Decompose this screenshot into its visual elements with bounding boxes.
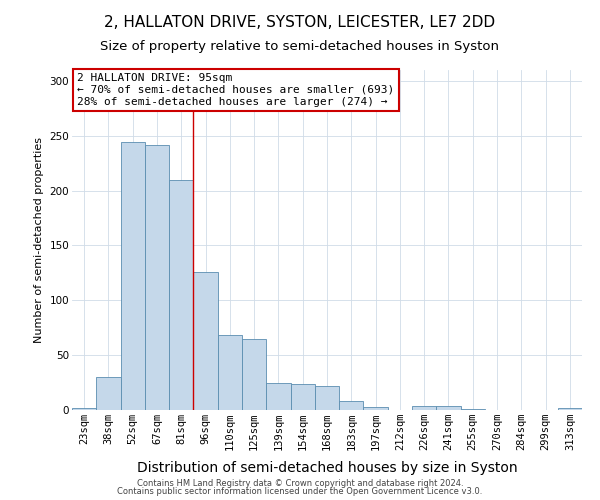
- Text: 2 HALLATON DRIVE: 95sqm
← 70% of semi-detached houses are smaller (693)
28% of s: 2 HALLATON DRIVE: 95sqm ← 70% of semi-de…: [77, 74, 394, 106]
- Bar: [412, 406, 436, 410]
- Bar: [436, 406, 461, 410]
- X-axis label: Distribution of semi-detached houses by size in Syston: Distribution of semi-detached houses by …: [137, 462, 517, 475]
- Text: 2, HALLATON DRIVE, SYSTON, LEICESTER, LE7 2DD: 2, HALLATON DRIVE, SYSTON, LEICESTER, LE…: [104, 15, 496, 30]
- Text: Contains public sector information licensed under the Open Government Licence v3: Contains public sector information licen…: [118, 487, 482, 496]
- Bar: [461, 409, 485, 410]
- Text: Size of property relative to semi-detached houses in Syston: Size of property relative to semi-detach…: [101, 40, 499, 53]
- Bar: [315, 386, 339, 410]
- Bar: [339, 401, 364, 410]
- Bar: [242, 338, 266, 410]
- Bar: [145, 144, 169, 410]
- Bar: [72, 408, 96, 410]
- Text: Contains HM Land Registry data © Crown copyright and database right 2024.: Contains HM Land Registry data © Crown c…: [137, 478, 463, 488]
- Bar: [218, 336, 242, 410]
- Y-axis label: Number of semi-detached properties: Number of semi-detached properties: [34, 137, 44, 343]
- Bar: [266, 382, 290, 410]
- Bar: [558, 408, 582, 410]
- Bar: [121, 142, 145, 410]
- Bar: [290, 384, 315, 410]
- Bar: [193, 272, 218, 410]
- Bar: [364, 406, 388, 410]
- Bar: [96, 377, 121, 410]
- Bar: [169, 180, 193, 410]
